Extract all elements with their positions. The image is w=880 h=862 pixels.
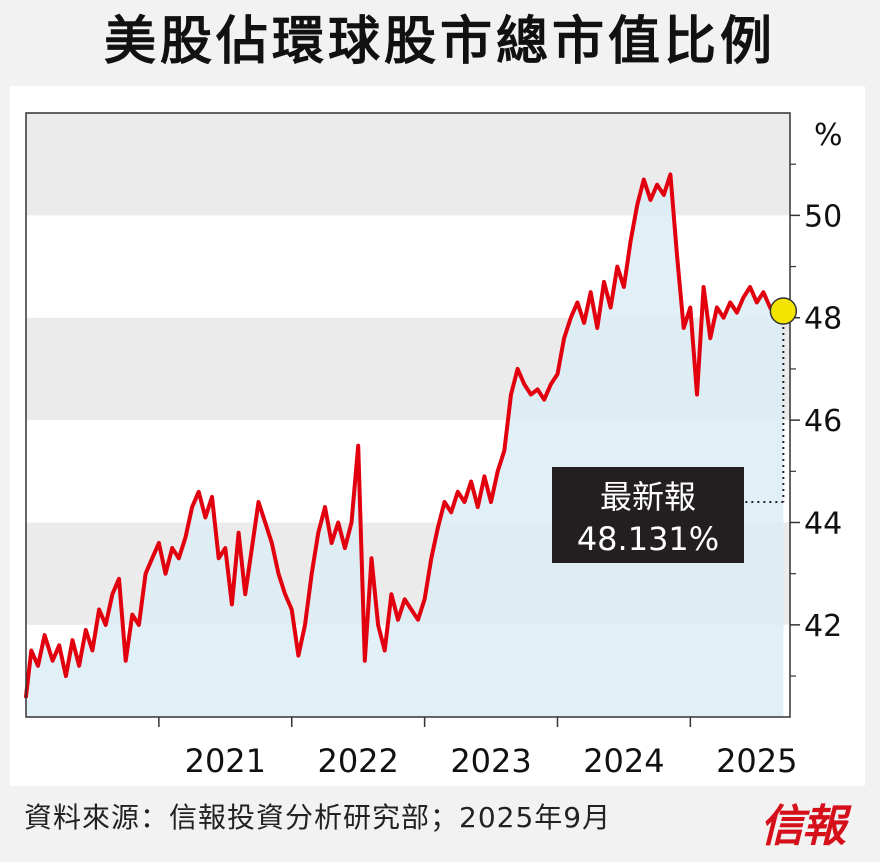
series-area [26, 174, 784, 717]
latest-marker [769, 297, 798, 325]
axes-group: 42 44 46 48 50% 2021 2022 2023 2024 2025 [25, 112, 843, 780]
y-axis-label: % [814, 118, 843, 153]
y-tick-label: 42 [804, 609, 842, 644]
x-tick-label: 2021 [185, 742, 266, 780]
latest-label-value: 48.131% [577, 520, 719, 558]
series-line [24, 172, 786, 699]
latest-callout: 最新報 48.131% [552, 297, 798, 563]
band-stripe [26, 113, 790, 160]
plot-frame [25, 112, 791, 718]
x-tick-label: 2023 [450, 742, 531, 780]
y-tick-label: 50 [804, 199, 842, 234]
chart-title: 美股佔環球股市總市值比例 [103, 12, 776, 72]
brand-logo: 信報 [760, 801, 846, 852]
x-tick-label: 2022 [317, 742, 398, 780]
latest-label-box [552, 467, 744, 563]
y-tick-label: 46 [804, 404, 842, 439]
y-tick-label: 44 [804, 506, 842, 541]
x-tick-label: 2025 [716, 742, 797, 780]
y-tick-label: 48 [804, 302, 842, 337]
x-tick-label: 2024 [583, 742, 664, 780]
area-group [24, 172, 786, 717]
latest-label-title: 最新報 [600, 478, 696, 516]
source-note: 資料來源：信報投資分析研究部；2025年9月 [24, 801, 612, 834]
